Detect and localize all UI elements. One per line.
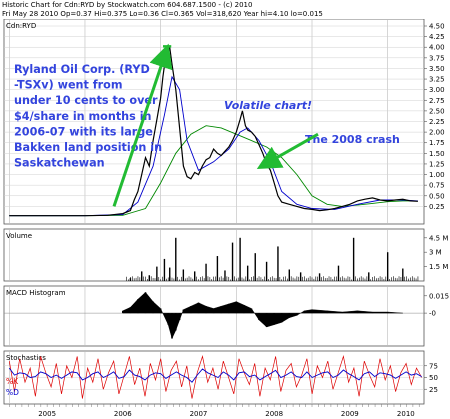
crash-arrow	[256, 132, 319, 170]
x-tick-label: 2008	[265, 410, 283, 418]
panel-macd-frame	[3, 285, 425, 347]
stock-chart: 2005 2006 2007 2008 2009 2010 0.25 0.50 0.75 1.00…	[3, 19, 449, 418]
panel-vol-frame	[3, 228, 425, 282]
stoch-series-k	[8, 355, 423, 399]
price-y-tick-label: 3.50	[429, 65, 445, 73]
volume-y-tick-label: 3 M	[429, 249, 442, 257]
price-y-tick-label: 0.50	[429, 192, 445, 200]
stochastics-panel-title: Stochastics	[6, 354, 46, 362]
price-y-tick-label: 2.75	[429, 97, 445, 105]
macd-panel-title: MACD Histogram	[6, 289, 66, 297]
price-series-close	[9, 45, 418, 217]
price-y-tick-label: 0.75	[429, 182, 445, 190]
annotation-volatile: Volatile chart!	[224, 99, 312, 112]
price-y-tick-label: 1.25	[429, 160, 445, 168]
x-tick-label: 2005	[38, 410, 56, 418]
price-y-tick-label: 4.50	[429, 23, 445, 31]
stoch-legend-k: %K	[6, 377, 19, 386]
chart-header-line-1: Historic Chart for Cdn:RYD by Stockwatch…	[2, 1, 253, 9]
x-tick-label: 2007	[190, 410, 208, 418]
x-tick-label: 2010	[397, 410, 415, 418]
price-y-tick-label: 3.75	[429, 54, 445, 62]
macd-y-tick-label: 0.015	[429, 292, 449, 300]
volume-y-tick-label: 4.5 M	[429, 234, 448, 242]
price-y-tick-label: 3.25	[429, 76, 445, 84]
price-y-tick-label: 4.00	[429, 44, 445, 52]
price-y-tick-label: 2.00	[429, 129, 445, 137]
macd-y-tick-label: -0	[429, 310, 436, 318]
volume-panel-title: Volume	[6, 232, 32, 240]
uptrend-arrow	[112, 43, 173, 207]
price-y-tick-label: 2.25	[429, 118, 445, 126]
price-y-tick-label: 1.00	[429, 171, 445, 179]
price-y-tick-label: 4.25	[429, 33, 445, 41]
stoch-series-d	[8, 367, 422, 383]
chart-header-line-2: Fri May 28 2010 Op=0.37 Hi=0.375 Lo=0.36…	[2, 10, 323, 18]
annotation-ryland: Ryland Oil Corp. (RYD -TSXv) went from und…	[14, 63, 162, 170]
price-panel-title: Cdn:RYD	[6, 22, 36, 30]
stoch-y-tick-label: 25	[429, 386, 438, 394]
x-tick-label: 2006	[114, 410, 132, 418]
stoch-legend-d: %D	[6, 388, 19, 397]
price-series-moving-average-short	[9, 75, 418, 217]
stoch-y-tick-label: 75	[429, 362, 438, 370]
x-tick-label: 2009	[341, 410, 359, 418]
price-y-tick-label: 1.75	[429, 139, 445, 147]
price-y-tick-label: 2.50	[429, 107, 445, 115]
price-y-tick-label: 1.50	[429, 150, 445, 158]
price-y-tick-label: 3.00	[429, 86, 445, 94]
macd-histogram-area	[122, 292, 403, 340]
price-y-tick-label: 0.25	[429, 203, 445, 211]
volume-y-tick-label: 1.5 M	[429, 263, 448, 271]
stoch-y-tick-label: 50	[429, 374, 438, 382]
annotation-2008-crash: The 2008 crash	[305, 133, 400, 146]
